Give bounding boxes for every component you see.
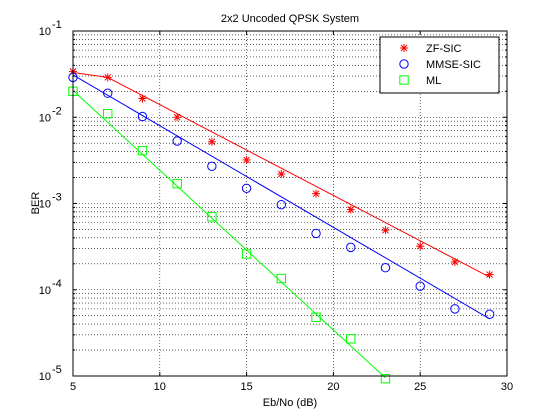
y-tick-label: 10 [39,371,51,383]
mmse-sic-point [241,183,252,194]
x-tick-label: 10 [154,381,166,393]
legend-marker-zf-sic [400,44,408,52]
mmse-sic-point [346,242,356,253]
mmse-sic-point [380,263,391,273]
mmse-sic-point [276,199,287,210]
ml-point [207,212,217,222]
y-tick-label: 10 [39,199,51,211]
zf-sic-point [485,270,494,279]
x-axis-label: Eb/No (dB) [263,397,317,409]
zf-sic-point [173,113,182,122]
y-axis-label: BER [30,192,42,215]
ml-point [346,334,356,344]
zf-sic-point [450,257,459,266]
legend: ZF-SIC MMSE-SIC ML [379,36,500,94]
zf-sic-point [346,205,355,214]
zf-sic-point [312,189,321,198]
mmse-sic-point [103,88,113,98]
legend-marker-mmse-sic [399,59,409,69]
zf-sic-point [242,155,251,164]
ml-point [137,145,148,156]
ml-point [380,374,391,384]
legend-label-zf-sic: ZF-SIC [426,43,461,55]
mmse-sic-point [137,111,148,122]
zf-sic-point [277,169,286,178]
ml-fit-line [72,90,386,379]
y-tick-exponent: -1 [52,19,62,31]
y-tick-label: 10 [39,285,51,297]
ml-point [276,273,287,284]
x-tick-label: 25 [414,381,426,393]
zf-sic-point [103,73,112,82]
y-tick-label: 10 [39,112,51,124]
grid [73,31,507,376]
legend-label-ml: ML [426,75,441,87]
ml-point [241,249,252,259]
mmse-sic-point [207,161,217,171]
legend-label-mmse-sic: MMSE-SIC [426,59,481,71]
mmse-sic-fit-line [72,74,490,320]
legend-marker-ml [399,75,409,85]
y-tick-exponent: -2 [52,105,62,117]
ml-point [172,178,182,189]
markers [68,67,495,384]
zf-sic-point [381,226,390,235]
y-tick-exponent: -3 [52,192,62,204]
y-tick-label: 10 [39,26,51,38]
y-tick-exponent: -4 [52,278,62,290]
x-tick-label: 5 [70,381,76,393]
x-tick-label: 15 [240,381,252,393]
mmse-sic-point [172,136,182,146]
mmse-sic-point [484,309,495,319]
x-tick-label: 30 [501,381,513,393]
zf-sic-point [138,94,147,103]
mmse-sic-point [415,281,425,291]
zf-sic-point [207,137,216,146]
ml-point [103,108,113,119]
zf-sic-point [416,242,425,251]
chart-title: 2x2 Uncoded QPSK System [221,13,359,25]
mmse-sic-point [311,228,321,239]
y-tick-exponent: -5 [52,364,62,376]
ml-point [311,312,321,322]
mmse-sic-point [450,304,460,314]
x-tick-label: 20 [327,381,339,393]
